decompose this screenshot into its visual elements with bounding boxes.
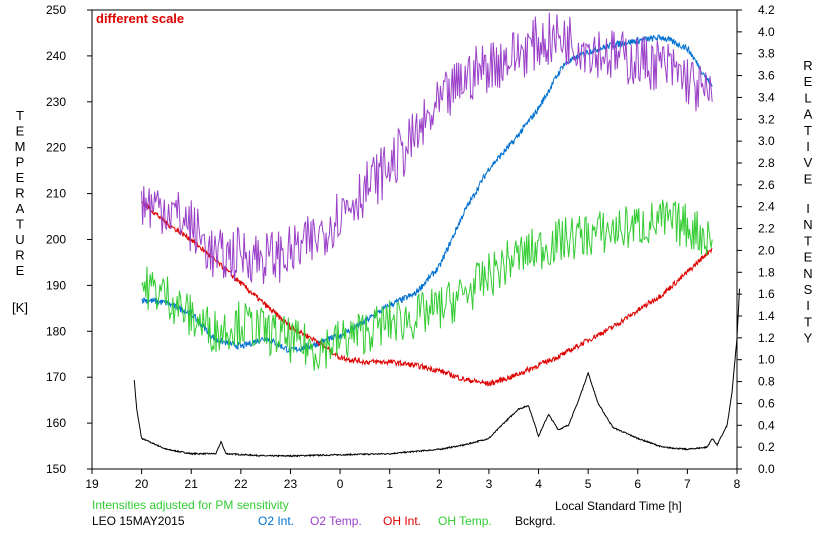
y-right-tick-label: 1.8 — [758, 265, 775, 279]
y-right-label-letter: T — [804, 123, 812, 138]
x-tick-label: 1 — [386, 477, 393, 491]
y-right-label-letter: E — [804, 250, 813, 265]
y-right-tick-label: 3.2 — [758, 112, 775, 126]
y-right-tick-label: 0.8 — [758, 375, 775, 389]
x-tick-label: 22 — [234, 477, 248, 491]
y-left-tick-label: 200 — [46, 233, 66, 247]
y-right-label-letter: S — [804, 282, 813, 297]
y-right-tick-label: 1.6 — [758, 287, 775, 301]
x-axis: 19 20 21 22 23 0 1 2 3 4 5 6 7 8 — [85, 469, 741, 491]
y-right-tick-label: 3.0 — [758, 134, 775, 148]
x-tick-label: 19 — [85, 477, 99, 491]
series-line-o2-temp — [141, 12, 713, 285]
y-right-label-letter: E — [804, 171, 813, 186]
legend-o2-temp: O2 Temp. — [310, 514, 362, 528]
x-tick-label: 6 — [634, 477, 641, 491]
x-tick-label: 5 — [585, 477, 592, 491]
x-axis-label: Local Standard Time [h] — [555, 499, 682, 513]
y-right-label-letter: V — [804, 155, 813, 170]
y-right-tick-label: 3.8 — [758, 47, 775, 61]
y-left-unit: [K] — [12, 300, 28, 315]
y-axis-right: 0.0 0.2 0.4 0.6 0.8 1.0 1.2 1.4 1.6 1.8 2.0 2.2 2.4 2… — [737, 3, 775, 476]
x-tick-label: 7 — [684, 477, 691, 491]
x-tick-label: 21 — [185, 477, 199, 491]
y-left-label-letter: R — [15, 186, 24, 201]
y-right-label-letter: E — [804, 74, 813, 89]
x-tick-label: 2 — [436, 477, 443, 491]
y-left-label-letter: T — [16, 108, 24, 123]
x-tick-label: 23 — [284, 477, 298, 491]
series-line-o2-int — [141, 34, 713, 354]
y-right-tick-label: 0.0 — [758, 462, 775, 476]
y-right-tick-label: 1.4 — [758, 309, 775, 323]
y-right-tick-label: 2.6 — [758, 178, 775, 192]
legend-o2-int: O2 Int. — [258, 514, 295, 528]
chart-annotation: different scale — [96, 11, 185, 26]
sensitivity-note: Intensities adjusted for PM sensitivity — [92, 498, 289, 512]
y-left-tick-label: 210 — [46, 187, 66, 201]
y-left-label-letter: P — [16, 155, 25, 170]
y-right-tick-label: 4.0 — [758, 25, 775, 39]
y-left-tick-label: 220 — [46, 141, 66, 155]
y-left-label-letter: E — [16, 170, 25, 185]
series-line-oh-int — [141, 200, 713, 387]
y-right-tick-label: 4.2 — [758, 3, 775, 17]
y-left-tick-label: 150 — [46, 462, 66, 476]
x-tick-label: 20 — [135, 477, 149, 491]
legend-oh-int: OH Int. — [383, 514, 422, 528]
y-left-label-letter: E — [16, 124, 25, 139]
y-left-label-letter: M — [15, 139, 26, 154]
y-right-tick-label: 0.2 — [758, 440, 775, 454]
legend-oh-temp: OH Temp. — [438, 514, 492, 528]
y-right-tick-label: 2.8 — [758, 156, 775, 170]
y-right-tick-label: 0.6 — [758, 396, 775, 410]
y-right-tick-label: 2.4 — [758, 200, 775, 214]
y-left-tick-label: 250 — [46, 3, 66, 17]
y-right-label-letter: L — [804, 90, 811, 105]
y-right-tick-label: 3.6 — [758, 69, 775, 83]
series-layer — [133, 12, 740, 458]
x-tick-label: 8 — [734, 477, 741, 491]
legend-bckgrd: Bckgrd. — [515, 514, 556, 528]
y-right-label-letter: T — [804, 233, 812, 248]
y-right-tick-label: 3.4 — [758, 90, 775, 104]
y-right-tick-label: 1.2 — [758, 331, 775, 345]
station-label: LEO 15MAY2015 — [92, 514, 185, 528]
y-right-label-letter: I — [806, 139, 810, 154]
y-right-tick-label: 1.0 — [758, 353, 775, 367]
y-left-tick-label: 230 — [46, 95, 66, 109]
y-left-label-letter: U — [15, 232, 24, 247]
y-right-label-letter: Y — [804, 331, 813, 346]
y-left-tick-label: 170 — [46, 370, 66, 384]
y-right-label-letter: R — [803, 58, 812, 73]
y-right-label-letter: N — [803, 217, 812, 232]
x-tick-label: 3 — [486, 477, 493, 491]
y-left-label-letter: E — [16, 263, 25, 278]
y-left-label-letter: A — [16, 201, 25, 216]
y-left-tick-label: 180 — [46, 324, 66, 338]
y-right-label-letter: T — [804, 314, 812, 329]
y-right-tick-label: 2.2 — [758, 222, 775, 236]
y-left-tick-label: 160 — [46, 416, 66, 430]
y-right-tick-label: 2.0 — [758, 243, 775, 257]
series-line-bckgrd — [133, 288, 740, 458]
y-right-tick-label: 0.4 — [758, 418, 775, 432]
x-tick-label: 4 — [535, 477, 542, 491]
y-right-label-letter: A — [804, 107, 813, 122]
y-left-label-letter: T — [16, 217, 24, 232]
y-axis-left: 150 160 170 180 190 200 210 220 230 240 250 — [46, 3, 92, 476]
y-left-tick-label: 240 — [46, 49, 66, 63]
y-right-label-letter: I — [806, 298, 810, 313]
series-line-oh-temp — [141, 199, 713, 371]
x-tick-label: 0 — [337, 477, 344, 491]
y-left-label-letter: R — [15, 248, 24, 263]
y-right-label-letter: I — [806, 201, 810, 216]
y-right-label-letter: N — [803, 266, 812, 281]
y-left-tick-label: 190 — [46, 278, 66, 292]
